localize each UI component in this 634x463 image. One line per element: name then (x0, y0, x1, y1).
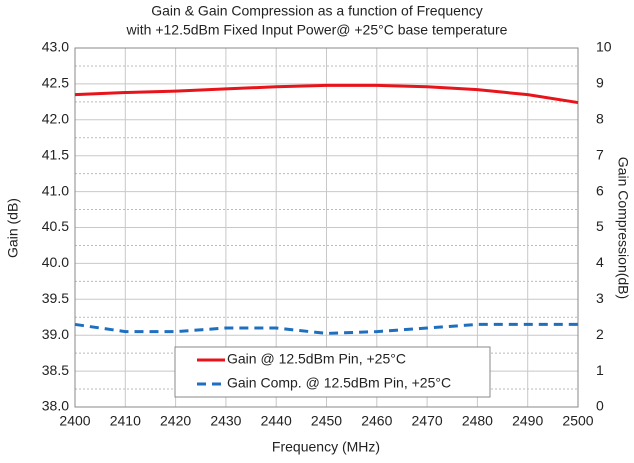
y-tick-label: 43.0 (42, 39, 69, 55)
y2-tick-label: 7 (596, 146, 604, 162)
chart-subtitle: with +12.5dBm Fixed Input Power@ +25°C b… (126, 22, 508, 38)
y2-tick-label: 4 (596, 254, 604, 270)
y-tick-label: 39.5 (42, 290, 69, 306)
x-tick-label: 2480 (462, 413, 493, 429)
y2-tick-label: 6 (596, 182, 604, 198)
y-tick-label: 39.0 (42, 326, 69, 342)
y-tick-label: 38.5 (42, 362, 69, 378)
y2-tick-label: 2 (596, 326, 604, 342)
y2-axis-label: Gain Compression(dB) (615, 157, 631, 299)
y-tick-label: 40.0 (42, 254, 69, 270)
y2-tick-label: 3 (596, 290, 604, 306)
series-line (74, 322, 578, 335)
x-tick-label: 2500 (562, 413, 593, 429)
y-tick-label: 41.0 (42, 182, 69, 198)
legend-label: Gain Comp. @ 12.5dBm Pin, +25°C (227, 375, 451, 391)
x-tick-label: 2490 (512, 413, 543, 429)
y-axis-label: Gain (dB) (5, 198, 21, 258)
y2-tick-label: 8 (596, 111, 604, 127)
legend-box (174, 346, 491, 398)
y2-tick-label: 0 (596, 398, 604, 414)
x-axis-label: Frequency (MHz) (272, 439, 380, 455)
y2-tick-label: 5 (596, 218, 604, 234)
chart-title: Gain & Gain Compression as a function of… (151, 3, 483, 19)
y-tick-label: 41.5 (42, 146, 69, 162)
y-tick-label: 40.5 (42, 218, 69, 234)
x-tick-label: 2470 (412, 413, 443, 429)
y2-tick-label: 1 (596, 362, 604, 378)
y2-tick-label: 10 (596, 39, 612, 55)
series-line (74, 83, 579, 105)
y-tick-label: 42.0 (42, 111, 69, 127)
x-tick-label: 2410 (110, 413, 141, 429)
y-tick-label: 42.5 (42, 75, 69, 91)
x-tick-label: 2460 (361, 413, 392, 429)
plot-frame (74, 47, 579, 408)
legend-label: Gain @ 12.5dBm Pin, +25°C (227, 351, 406, 367)
x-tick-label: 2450 (311, 413, 342, 429)
y2-tick-label: 9 (596, 75, 604, 91)
y-tick-label: 38.0 (42, 398, 69, 414)
x-tick-label: 2400 (59, 413, 90, 429)
x-tick-label: 2420 (160, 413, 191, 429)
x-tick-label: 2440 (261, 413, 292, 429)
x-tick-label: 2430 (210, 413, 241, 429)
